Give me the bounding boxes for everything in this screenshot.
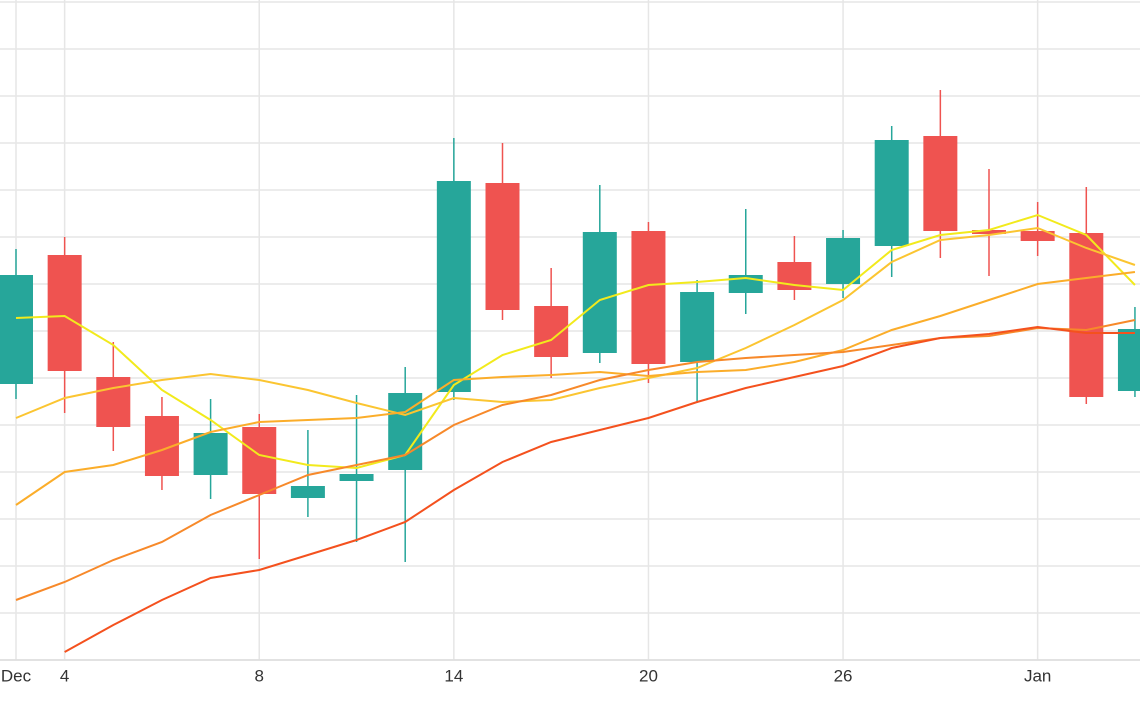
candle-body <box>582 232 617 353</box>
candle-body <box>874 140 909 246</box>
x-tick-label: 26 <box>834 666 853 685</box>
candle-body <box>436 181 471 392</box>
candle-body <box>290 486 325 498</box>
candle-body <box>923 136 958 231</box>
candle-body <box>242 427 277 494</box>
candle-body <box>193 433 228 475</box>
candle-body <box>0 275 33 384</box>
x-tick-label: 8 <box>255 666 264 685</box>
candle-body <box>826 238 861 284</box>
moving-average-line <box>15 271 1136 506</box>
x-tick-label: Jan <box>1024 666 1051 685</box>
candle-body <box>972 230 1006 234</box>
candle-body <box>339 474 374 481</box>
candle-body <box>1020 231 1055 241</box>
candle-body <box>680 292 715 362</box>
candle-body <box>1069 233 1104 397</box>
candle-body <box>96 377 131 427</box>
moving-average-line <box>64 325 1135 653</box>
moving-average-line <box>15 213 1136 470</box>
moving-average-line <box>15 319 1136 601</box>
x-tick-label: 4 <box>60 666 69 685</box>
candle-body <box>47 255 82 371</box>
x-tick-label: 14 <box>444 666 463 685</box>
candle-body <box>485 183 520 310</box>
moving-average-line <box>15 226 1136 419</box>
candle-body <box>631 231 666 364</box>
x-tick-label: 20 <box>639 666 658 685</box>
x-tick-label: Dec <box>1 666 32 685</box>
candle-body <box>1117 329 1140 391</box>
